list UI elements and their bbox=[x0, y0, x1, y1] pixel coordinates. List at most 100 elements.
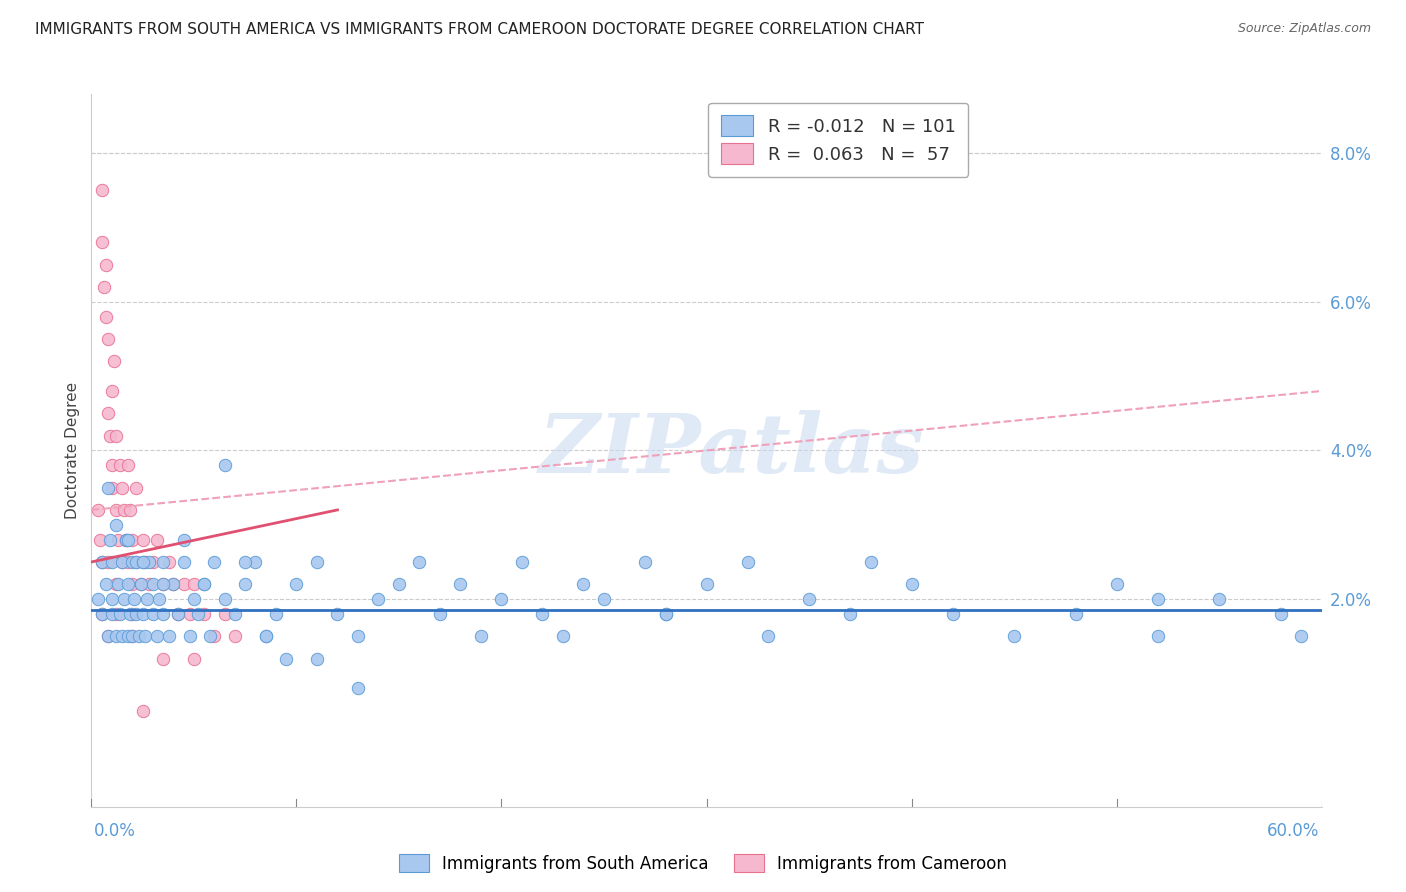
Point bbox=[101, 481, 124, 495]
Point bbox=[264, 607, 287, 621]
Point bbox=[90, 183, 112, 197]
Point bbox=[152, 577, 174, 591]
Point bbox=[179, 607, 201, 621]
Point bbox=[1270, 607, 1292, 621]
Point bbox=[152, 555, 174, 569]
Point bbox=[115, 533, 138, 547]
Point bbox=[105, 428, 127, 442]
Point bbox=[859, 555, 882, 569]
Point bbox=[125, 607, 148, 621]
Point bbox=[173, 533, 195, 547]
Point bbox=[737, 555, 759, 569]
Point bbox=[572, 577, 595, 591]
Point bbox=[634, 555, 657, 569]
Point bbox=[90, 607, 112, 621]
Point bbox=[138, 577, 160, 591]
Point bbox=[93, 280, 115, 294]
Point bbox=[90, 607, 112, 621]
Point bbox=[101, 384, 124, 398]
Point bbox=[193, 577, 215, 591]
Point bbox=[105, 517, 127, 532]
Point bbox=[347, 681, 370, 696]
Point bbox=[654, 607, 676, 621]
Point bbox=[117, 555, 139, 569]
Point bbox=[551, 629, 574, 643]
Point bbox=[305, 555, 328, 569]
Point bbox=[98, 533, 121, 547]
Point bbox=[86, 503, 108, 517]
Point bbox=[129, 577, 152, 591]
Point bbox=[107, 533, 129, 547]
Point bbox=[101, 555, 124, 569]
Point bbox=[1208, 592, 1230, 607]
Point bbox=[125, 555, 148, 569]
Point bbox=[121, 577, 143, 591]
Point bbox=[128, 629, 150, 643]
Point bbox=[90, 555, 112, 569]
Text: 0.0%: 0.0% bbox=[93, 822, 135, 840]
Point bbox=[90, 235, 112, 250]
Point bbox=[111, 555, 134, 569]
Point bbox=[839, 607, 862, 621]
Point bbox=[138, 555, 160, 569]
Point bbox=[193, 607, 215, 621]
Point bbox=[1289, 629, 1312, 643]
Point bbox=[105, 607, 127, 621]
Point bbox=[367, 592, 389, 607]
Point bbox=[531, 607, 554, 621]
Point bbox=[200, 629, 222, 643]
Point bbox=[121, 555, 143, 569]
Point bbox=[142, 607, 165, 621]
Point bbox=[111, 481, 134, 495]
Point bbox=[107, 577, 129, 591]
Point bbox=[117, 533, 139, 547]
Point bbox=[111, 629, 134, 643]
Point bbox=[97, 629, 120, 643]
Point bbox=[94, 577, 117, 591]
Legend: R = -0.012   N = 101, R =  0.063   N =  57: R = -0.012 N = 101, R = 0.063 N = 57 bbox=[709, 103, 969, 177]
Point bbox=[146, 629, 169, 643]
Point bbox=[224, 607, 246, 621]
Point bbox=[1002, 629, 1025, 643]
Point bbox=[134, 629, 156, 643]
Point bbox=[942, 607, 965, 621]
Point bbox=[183, 592, 205, 607]
Point bbox=[131, 607, 153, 621]
Point bbox=[157, 629, 180, 643]
Point bbox=[142, 555, 165, 569]
Point bbox=[276, 651, 298, 665]
Point bbox=[1105, 577, 1128, 591]
Point bbox=[105, 629, 127, 643]
Point bbox=[695, 577, 717, 591]
Point bbox=[117, 577, 139, 591]
Point bbox=[105, 577, 127, 591]
Point bbox=[135, 592, 157, 607]
Point bbox=[101, 592, 124, 607]
Point bbox=[233, 577, 256, 591]
Point bbox=[105, 503, 127, 517]
Point bbox=[131, 555, 153, 569]
Point bbox=[98, 428, 121, 442]
Point bbox=[117, 458, 139, 473]
Point bbox=[1146, 592, 1168, 607]
Y-axis label: Doctorate Degree: Doctorate Degree bbox=[65, 382, 80, 519]
Point bbox=[254, 629, 277, 643]
Text: 60.0%: 60.0% bbox=[1267, 822, 1320, 840]
Point bbox=[254, 629, 277, 643]
Point bbox=[125, 555, 148, 569]
Point bbox=[347, 629, 370, 643]
Point bbox=[491, 592, 513, 607]
Point bbox=[101, 607, 124, 621]
Point bbox=[233, 555, 256, 569]
Point bbox=[166, 607, 188, 621]
Point bbox=[202, 629, 225, 643]
Point bbox=[162, 577, 184, 591]
Point bbox=[900, 577, 922, 591]
Point bbox=[97, 481, 120, 495]
Point bbox=[756, 629, 779, 643]
Point bbox=[86, 592, 108, 607]
Point bbox=[193, 577, 215, 591]
Point bbox=[94, 258, 117, 272]
Point bbox=[388, 577, 411, 591]
Point bbox=[152, 607, 174, 621]
